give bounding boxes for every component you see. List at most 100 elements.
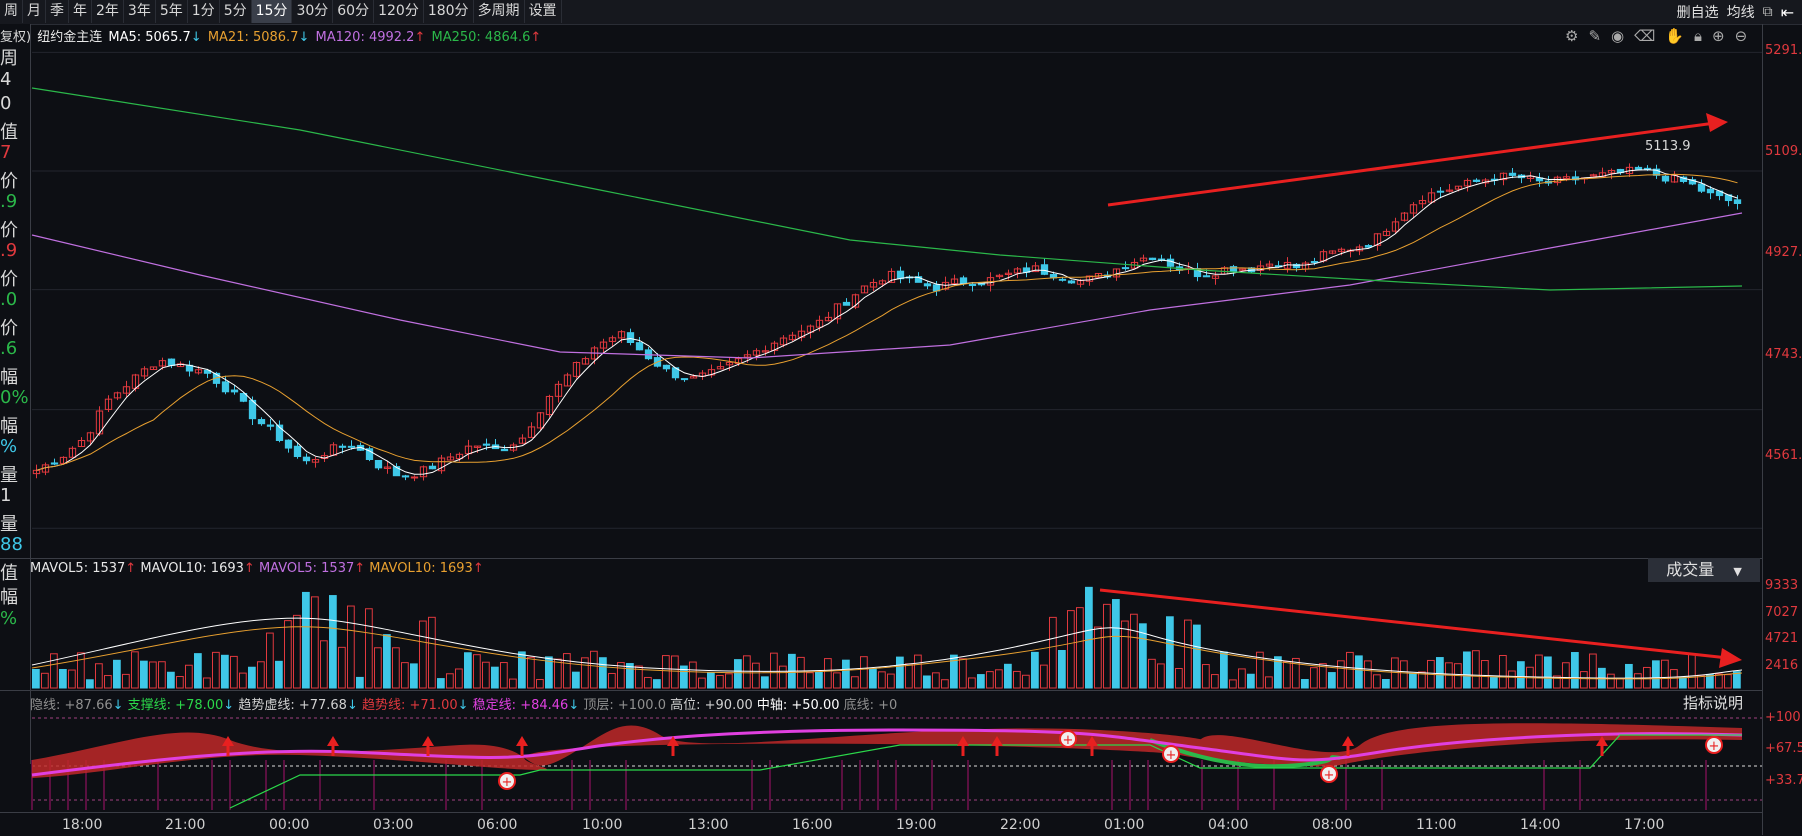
volume-tick: 9333: [1765, 578, 1799, 593]
time-tick: 17:00: [1624, 817, 1665, 833]
period-tab[interactable]: 2年: [92, 0, 124, 23]
indicator-help-button[interactable]: 指标说明: [1683, 694, 1744, 712]
candle-body: [617, 331, 626, 339]
volume-bar: [905, 663, 913, 689]
remove-watchlist-button[interactable]: 删自选: [1676, 5, 1719, 21]
mavol10-line: [31, 626, 1743, 680]
candle-body: [941, 281, 950, 290]
volume-bar: [455, 668, 463, 689]
candle-body: [50, 462, 59, 465]
candle-body: [1445, 189, 1454, 192]
volume-bar: [1364, 660, 1372, 689]
volume-bar: [221, 654, 229, 689]
ma120-value: MA120: 4992.2: [315, 30, 415, 45]
period-tab[interactable]: 180分: [424, 0, 474, 23]
indicator-tick: +33.7: [1765, 773, 1802, 788]
signal-cross-icon: +: [1166, 748, 1177, 763]
volume-bar: [1688, 653, 1696, 689]
volume-bar: [482, 661, 490, 689]
ma21-arrow: ↓: [298, 30, 310, 45]
indicator-legend-item: 隐线: +87.66: [30, 698, 113, 713]
period-tab[interactable]: 60分: [333, 0, 375, 23]
volume-bar: [1067, 610, 1075, 689]
volume-bar: [41, 672, 49, 689]
volume-bar: [1094, 626, 1102, 689]
ma120-arrow: ↑: [414, 30, 426, 45]
volume-bar: [59, 668, 67, 689]
period-tab[interactable]: 月: [23, 0, 46, 23]
trend-arrow-line: [1107, 121, 1716, 207]
period-tab[interactable]: 5分: [220, 0, 252, 23]
volume-bar: [1562, 662, 1570, 689]
quote-info-item: 88: [0, 534, 23, 555]
signal-cross-icon: +: [1324, 768, 1335, 783]
candle-body: [203, 369, 212, 374]
time-axis: 18:00 21:00 00:00 03:00 06:00 10:00 13:00 16:00…: [0, 812, 1762, 836]
period-tab[interactable]: 年: [69, 0, 92, 23]
period-tab[interactable]: 设置: [525, 0, 562, 23]
eye-icon[interactable]: ◉: [1611, 27, 1625, 45]
quote-info-panel: 周 4 0 值 7 价 .9 价 .9 价 .0 价 .6 幅 0% 幅% 量 1 量 88 值幅%: [0, 24, 31, 764]
period-tab[interactable]: 15分: [251, 0, 293, 23]
ma-lines-button[interactable]: 均线: [1726, 5, 1755, 21]
zoom-out-icon[interactable]: ⊖: [1734, 27, 1748, 45]
volume-bar: [806, 672, 814, 689]
volume-bar: [1634, 673, 1642, 689]
draw-pen-icon[interactable]: ✎: [1588, 27, 1602, 45]
buy-arrow-icon: [1086, 736, 1098, 746]
volume-bar: [1436, 657, 1444, 689]
hand-icon[interactable]: ✋: [1665, 27, 1685, 45]
volume-bar: [140, 660, 148, 689]
support-line: [229, 734, 1742, 809]
volume-bar: [311, 596, 319, 689]
period-tab[interactable]: 1分: [188, 0, 220, 23]
indicator-divider: [0, 690, 1762, 691]
period-tab[interactable]: 周: [0, 0, 23, 23]
candle-body: [230, 389, 239, 393]
period-tab[interactable]: 5年: [156, 0, 188, 23]
ma250-arrow: ↑: [530, 30, 542, 45]
candle-body: [1004, 272, 1013, 275]
volume-dropdown-label: 成交量: [1666, 560, 1715, 579]
eraser-icon[interactable]: ⌫: [1634, 27, 1656, 45]
period-tab[interactable]: 3年: [124, 0, 156, 23]
time-tick: 14:00: [1520, 817, 1561, 833]
lock-icon[interactable]: 🔒︎: [1694, 27, 1703, 45]
candle-body: [545, 395, 554, 416]
volume-bar: [752, 662, 760, 689]
volume-indicator-dropdown[interactable]: 成交量 ▼: [1648, 558, 1760, 582]
quote-info-item: 量: [0, 513, 18, 535]
candle-body: [1085, 275, 1094, 282]
candle-body: [104, 398, 113, 410]
candle-body: [1634, 166, 1643, 170]
volume-bar: [428, 616, 436, 689]
volume-bar: [1319, 663, 1327, 689]
candle-body: [932, 284, 941, 292]
volume-bar: [716, 674, 724, 689]
window-icon[interactable]: ⧉: [1762, 4, 1773, 20]
volume-bar: [1211, 674, 1219, 689]
period-tab[interactable]: 30分: [292, 0, 334, 23]
signal-cross-icon: +: [1709, 739, 1720, 754]
volume-bar: [176, 676, 184, 689]
candle-body: [725, 361, 734, 366]
volume-bar: [1076, 607, 1084, 689]
indicator-legend-item: 底线: +0: [839, 698, 898, 713]
indicator-legend-item: 支撑线: +78.00: [123, 698, 224, 713]
period-tab[interactable]: 120分: [374, 0, 424, 23]
candle-body: [221, 381, 230, 393]
time-tick: 18:00: [62, 817, 103, 833]
period-tab[interactable]: 多周期: [474, 0, 525, 23]
settings-icon[interactable]: ⚙: [1565, 27, 1579, 45]
period-toolbar: 周月季年 2年 3年 5年 1分 5分 15分 30分 60分 120分 180分 多周期 设置 删自选…: [0, 0, 1802, 25]
volume-bar: [761, 676, 769, 689]
volume-bar: [95, 663, 103, 689]
period-tab[interactable]: 季: [46, 0, 69, 23]
candle-body: [1265, 263, 1274, 267]
collapse-icon[interactable]: ⇤: [1780, 2, 1794, 22]
buy-arrow-icon: [327, 736, 339, 746]
candle-body: [113, 392, 122, 399]
zoom-in-icon[interactable]: ⊕: [1712, 27, 1725, 45]
buy-arrow-icon: [222, 736, 234, 746]
